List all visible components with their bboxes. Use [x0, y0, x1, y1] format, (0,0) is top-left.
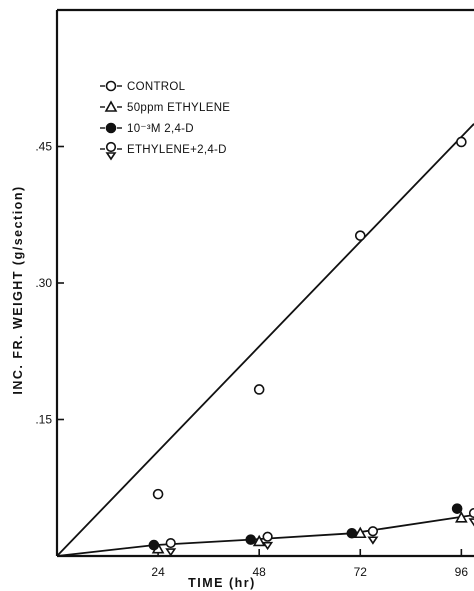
y-tick-label-.30: .30 [35, 276, 52, 290]
data-point-series-3-4 [451, 503, 463, 514]
legend-item-2: 50ppm ETHYLENE [100, 100, 230, 114]
open-triangle-shape [104, 100, 118, 112]
filled-circle-shape [245, 534, 257, 545]
open-triangle-shape [252, 534, 266, 547]
data-point-series-1-3 [354, 230, 366, 241]
legend: CONTROL 50ppm ETHYLENE 10⁻³M 2,4-D ETHYLENE… [100, 80, 230, 161]
legend-label: CONTROL [127, 81, 186, 93]
circle-part [165, 537, 176, 549]
open-circle-shape [105, 80, 117, 92]
data-point-series-2-4 [455, 511, 468, 523]
filled-circle-shape [148, 539, 160, 551]
legend-marker [104, 100, 118, 112]
fit-lines [56, 123, 474, 557]
data-point-series-4-2 [262, 531, 274, 551]
inverted-triangle-part [367, 536, 379, 545]
legend-marker [105, 80, 117, 92]
filled-circle-shape [451, 503, 463, 514]
open-circle-shape [152, 488, 164, 500]
data-point-series-3-2 [245, 534, 257, 545]
legend-label: ETHYLENE+2,4-D [127, 144, 227, 156]
data-marks [148, 136, 474, 557]
axis-ticks: 24 48 72 96 .15 .30 .45 [35, 140, 468, 580]
legend-item-3: 10⁻³M 2,4-D [100, 122, 194, 135]
data-point-series-1-2 [253, 384, 265, 395]
circle-part [367, 526, 379, 537]
data-point-series-4-1 [165, 537, 177, 557]
y-tick-label-.45: .45 [35, 140, 52, 154]
x-tick-label-96: 96 [455, 565, 469, 579]
open-circle-shape [253, 384, 265, 395]
inverted-triangle-part [468, 518, 474, 527]
data-point-series-4-4 [468, 507, 474, 527]
filled-circle-shape [346, 527, 358, 539]
fit-line-series-1 [56, 123, 474, 557]
x-axis-title: TIME (hr) [188, 576, 256, 590]
legend-item-1: CONTROL [100, 80, 186, 93]
y-axis-title: INC. FR. WEIGHT (g/section) [11, 185, 25, 394]
open-triangle-shape [353, 526, 367, 539]
circle-part [105, 141, 117, 153]
y-tick-label-.15: .15 [35, 413, 52, 427]
inverted-triangle-part [262, 541, 274, 551]
inverted-triangle-part [165, 548, 177, 557]
open-circle-shape [354, 230, 366, 241]
open-circle-shape [456, 136, 467, 148]
x-tick-label-72: 72 [354, 565, 368, 579]
filled-circle-shape [105, 122, 117, 134]
data-point-series-4-3 [367, 526, 379, 545]
data-point-series-3-3 [346, 527, 358, 539]
legend-item-4: ETHYLENE+2,4-D [100, 141, 227, 161]
x-tick-label-24: 24 [151, 565, 165, 579]
open-triangle-shape [455, 511, 468, 523]
x-tick-label-48: 48 [253, 565, 267, 579]
plot-frame [55, 8, 474, 558]
circle-part [468, 507, 474, 519]
legend-label: 10⁻³M 2,4-D [127, 123, 194, 135]
legend-label: 50ppm ETHYLENE [127, 102, 230, 114]
inverted-triangle-part [105, 152, 117, 161]
data-point-series-1-4 [456, 136, 467, 148]
data-point-series-2-3 [353, 526, 367, 539]
data-point-series-2-2 [252, 534, 266, 547]
data-point-series-3-1 [148, 539, 160, 551]
legend-marker [105, 141, 117, 161]
circle-part [262, 531, 273, 542]
data-point-series-1-1 [152, 488, 164, 500]
legend-marker [105, 122, 117, 134]
